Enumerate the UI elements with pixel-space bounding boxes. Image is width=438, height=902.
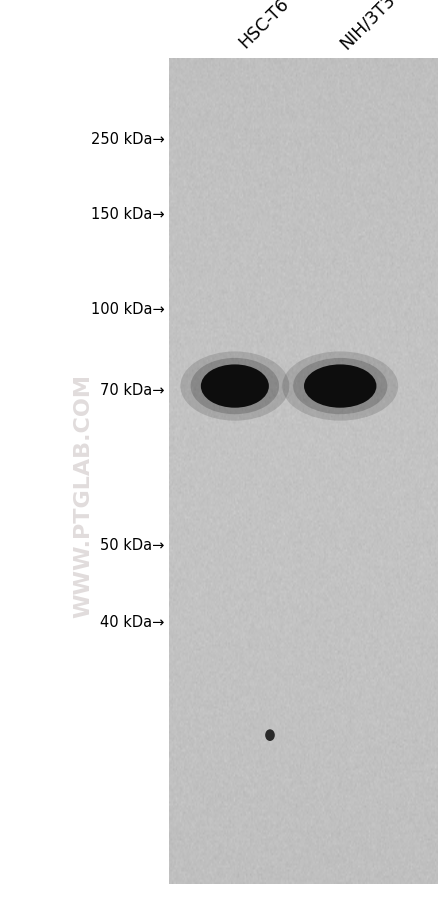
Text: 40 kDa→: 40 kDa→ xyxy=(100,615,164,630)
Ellipse shape xyxy=(304,364,375,408)
Text: WWW.PTGLAB.COM: WWW.PTGLAB.COM xyxy=(73,374,93,618)
Ellipse shape xyxy=(180,352,289,420)
Text: 250 kDa→: 250 kDa→ xyxy=(91,133,164,147)
Text: HSC-T6: HSC-T6 xyxy=(234,0,291,52)
Ellipse shape xyxy=(201,364,268,408)
Ellipse shape xyxy=(265,729,274,741)
Text: NIH/3T3: NIH/3T3 xyxy=(335,0,397,52)
Text: 100 kDa→: 100 kDa→ xyxy=(91,302,164,317)
Ellipse shape xyxy=(190,358,279,414)
Text: 150 kDa→: 150 kDa→ xyxy=(91,207,164,222)
Ellipse shape xyxy=(293,358,386,414)
Text: 70 kDa→: 70 kDa→ xyxy=(100,383,164,398)
Text: 50 kDa→: 50 kDa→ xyxy=(100,538,164,553)
Ellipse shape xyxy=(282,352,397,420)
